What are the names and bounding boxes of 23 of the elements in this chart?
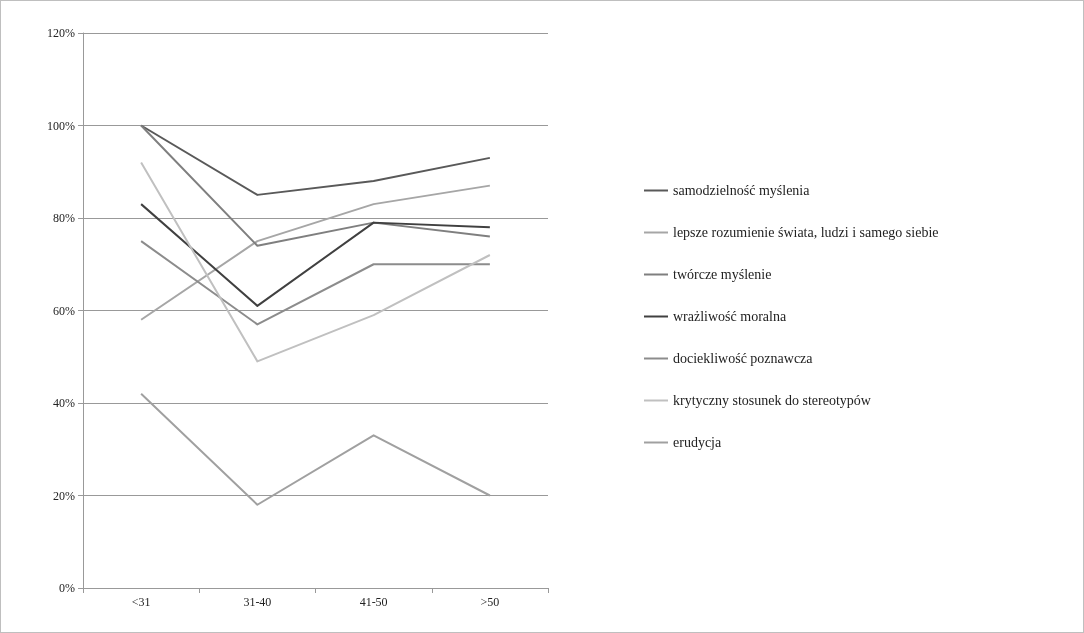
x-tick-label: >50 xyxy=(480,595,500,609)
y-tick-label: 60% xyxy=(53,303,75,318)
line-series xyxy=(140,203,491,307)
x-tick-label: <31 xyxy=(131,595,151,609)
y-tick-label: 80% xyxy=(53,211,75,225)
legend-label: wrażliwość moralna xyxy=(673,309,787,324)
x-tick-label: 41-50 xyxy=(359,595,388,609)
legend-label: samodzielność myślenia xyxy=(673,183,811,198)
legend-label: lepsze rozumienie świata, ludzi i samego siebie xyxy=(673,225,939,240)
y-tick-label: 0% xyxy=(59,581,75,595)
y-tick-label: 40% xyxy=(53,396,75,410)
line-series xyxy=(140,184,491,321)
y-tick-label: 20% xyxy=(53,488,75,503)
x-tick-label: 31-40 xyxy=(243,595,272,609)
legend-label: erudycja xyxy=(673,435,722,450)
y-tick-label: 120% xyxy=(47,26,75,40)
legend-label: dociekliwość poznawcza xyxy=(673,351,814,366)
legend-label: twórcze myślenie xyxy=(673,267,772,282)
legend-label: krytyczny stosunek do stereotypów xyxy=(673,393,872,408)
y-tick-label: 100% xyxy=(47,118,75,133)
line-series xyxy=(140,124,491,247)
line-series xyxy=(140,124,491,196)
line-series xyxy=(140,161,491,363)
